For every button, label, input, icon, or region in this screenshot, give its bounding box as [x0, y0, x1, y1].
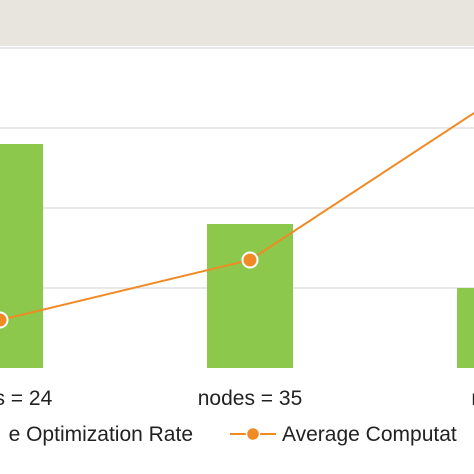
- bar: [0, 144, 43, 368]
- title-band: [0, 0, 474, 46]
- line-point: [241, 251, 259, 269]
- category-label: nodes: [471, 387, 474, 410]
- line-point: [0, 311, 9, 329]
- bar-layer: [0, 144, 474, 368]
- label-layer: nodes = 24 nodes = 35 nodes: [0, 387, 474, 410]
- legend-line-label: Average Computat: [282, 423, 457, 446]
- bar: [207, 224, 293, 368]
- legend-marker: [245, 426, 261, 442]
- legend-bar-label: e Optimization Rate: [9, 423, 193, 446]
- category-label: nodes = 24: [0, 387, 53, 410]
- bar: [457, 288, 474, 368]
- legend-layer: e Optimization Rate Average Computat: [9, 423, 457, 446]
- point-layer: [0, 251, 259, 329]
- category-label: nodes = 35: [198, 387, 303, 410]
